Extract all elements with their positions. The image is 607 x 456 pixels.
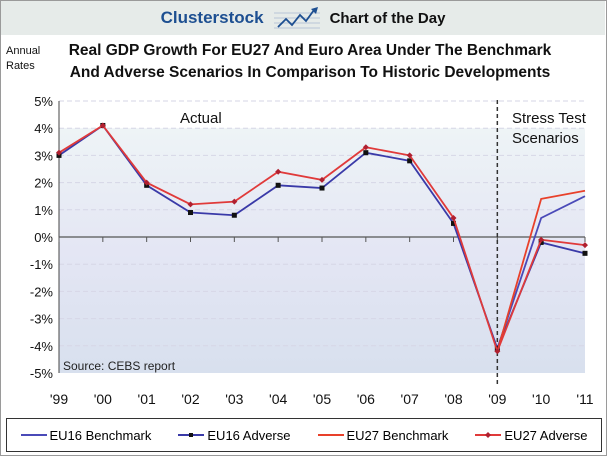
data-point bbox=[275, 182, 281, 188]
data-point bbox=[99, 122, 106, 129]
data-point bbox=[319, 185, 325, 191]
data-point bbox=[582, 242, 588, 249]
data-point bbox=[494, 348, 501, 355]
legend-swatch bbox=[178, 433, 205, 437]
y-tick-label: -2% bbox=[30, 284, 54, 299]
legend-item: EU16 Benchmark bbox=[20, 427, 152, 443]
y-tick-label: 3% bbox=[34, 148, 53, 163]
legend-swatch bbox=[20, 434, 47, 436]
y-axis-label: Annual Rates bbox=[6, 44, 40, 74]
legend-label: EU27 Adverse bbox=[504, 427, 588, 443]
legend-item: EU16 Adverse bbox=[178, 427, 291, 443]
data-point bbox=[231, 212, 237, 218]
y-tick-label: -4% bbox=[30, 339, 54, 354]
y-tick-label: 1% bbox=[34, 203, 53, 218]
legend-item: EU27 Adverse bbox=[475, 427, 588, 443]
legend: EU16 Benchmark EU16 Adverse EU27 Benchmark… bbox=[6, 418, 602, 452]
x-tick-label: '10 bbox=[532, 391, 550, 407]
legend-swatch bbox=[317, 434, 344, 436]
data-point bbox=[56, 149, 62, 156]
banner: Clusterstock Chart of the Day bbox=[1, 1, 605, 35]
title-line: Real GDP Growth For EU27 And Euro Area U… bbox=[68, 42, 552, 59]
title-line: And Adverse Scenarios In Comparison To H… bbox=[69, 64, 551, 81]
source-note: Source: CEBS report bbox=[63, 359, 176, 373]
x-tick-label: '03 bbox=[225, 391, 243, 407]
series-line-eu27-benchmark bbox=[496, 189, 586, 352]
x-tick-label: '07 bbox=[401, 391, 419, 407]
data-point bbox=[582, 250, 588, 256]
annotation-actual: Actual bbox=[180, 110, 222, 127]
legend-label: EU16 Benchmark bbox=[49, 427, 152, 443]
x-tick-label: '00 bbox=[94, 391, 112, 407]
series-line-eu16-benchmark bbox=[496, 195, 586, 349]
x-tick-label: '04 bbox=[269, 391, 287, 407]
brand-logo: Clusterstock bbox=[160, 8, 264, 27]
y-tick-label: -1% bbox=[30, 257, 54, 272]
x-tick-label: '06 bbox=[357, 391, 375, 407]
legend-label: EU27 Benchmark bbox=[346, 427, 449, 443]
x-tick-label: '05 bbox=[313, 391, 331, 407]
annotation-stress-test: Scenarios bbox=[512, 130, 579, 147]
data-point bbox=[319, 176, 325, 183]
data-point bbox=[187, 201, 194, 208]
y-tick-label: 2% bbox=[34, 176, 53, 191]
y-tick-label: -3% bbox=[30, 312, 54, 327]
data-point bbox=[275, 168, 282, 175]
x-tick-label: '08 bbox=[444, 391, 462, 407]
data-point bbox=[451, 220, 456, 226]
data-point bbox=[407, 158, 413, 164]
y-tick-label: 0% bbox=[34, 230, 53, 245]
chart-trend-icon bbox=[273, 7, 320, 29]
y-tick-label: -5% bbox=[30, 366, 54, 381]
data-point bbox=[362, 144, 369, 151]
y-tick-label: 5% bbox=[34, 94, 53, 109]
legend-item: EU27 Benchmark bbox=[317, 427, 449, 443]
data-point bbox=[406, 152, 413, 159]
data-point bbox=[363, 150, 369, 156]
plot-background bbox=[59, 128, 585, 373]
tagline: Chart of the Day bbox=[329, 9, 446, 27]
y-tick-label: 4% bbox=[34, 121, 53, 136]
data-point bbox=[450, 214, 457, 221]
y-label-line: Rates bbox=[6, 60, 35, 72]
x-tick-label: '99 bbox=[50, 391, 68, 407]
chart-title: Real GDP Growth For EU27 And Euro Area U… bbox=[60, 40, 560, 84]
x-tick-label: '01 bbox=[138, 391, 156, 407]
y-label-line: Annual bbox=[6, 45, 41, 57]
data-point bbox=[231, 198, 238, 205]
data-point bbox=[538, 236, 545, 243]
legend-label: EU16 Adverse bbox=[207, 427, 291, 443]
x-tick-label: '11 bbox=[576, 391, 593, 407]
x-tick-label: '09 bbox=[488, 391, 506, 407]
x-tick-label: '02 bbox=[181, 391, 199, 407]
legend-swatch bbox=[475, 432, 502, 438]
data-point bbox=[188, 210, 193, 216]
annotation-stress-test: Stress Test bbox=[512, 110, 587, 127]
data-point bbox=[143, 179, 150, 186]
